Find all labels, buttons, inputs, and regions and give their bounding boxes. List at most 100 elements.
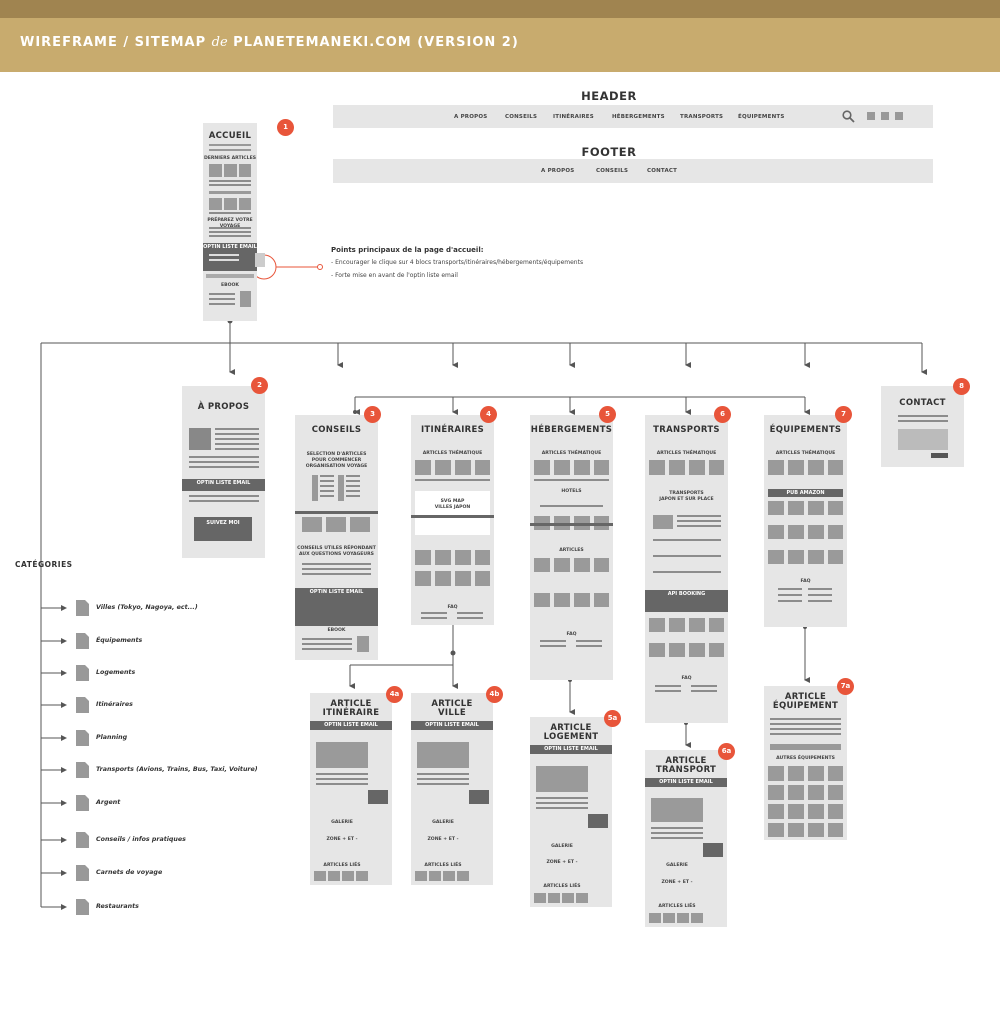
art-ville-zone: ZONE + ET - — [427, 837, 459, 842]
art-transport-optin-block: OPTIN LISTE EMAIL — [645, 778, 727, 787]
art-transport-galerie: GALERIE — [666, 863, 688, 868]
document-icon — [76, 600, 89, 616]
art-logement-galerie: GALERIE — [551, 844, 573, 849]
page-accueil-title: ACCUEIL — [208, 131, 252, 141]
apropos-optin-block: OPTIN LISTE EMAIL — [182, 479, 265, 491]
page-transports: TRANSPORTS ARTICLES THÉMATIQUE TRANSPORT… — [645, 415, 728, 723]
header-nav-transports[interactable]: TRANSPORTS — [680, 113, 724, 120]
art-ville-optin-label: OPTIN LISTE EMAIL — [425, 722, 479, 728]
art-equip-autres: AUTRES ÉQUIPEMENTS — [776, 756, 835, 761]
badge-6a: 6a — [718, 743, 735, 760]
homepage-note-2: - Forte mise en avant de l'optin liste e… — [331, 272, 458, 279]
header-nav-hebergements[interactable]: HÉBERGEMENTS — [612, 113, 665, 120]
page-article-transport: ARTICLE TRANSPORT OPTIN LISTE EMAIL GALE… — [645, 750, 727, 927]
homepage-note-1: - Encourager le clique sur 4 blocs trans… — [331, 259, 584, 266]
trans-tj1: TRANSPORTS — [669, 491, 704, 496]
art-equip-t2: ÉQUIPEMENT — [772, 701, 839, 711]
art-logement-optin-block: OPTIN LISTE EMAIL — [530, 745, 612, 754]
header-label: HEADER — [581, 89, 637, 103]
itin-svg2: VILLES JAPON — [434, 505, 471, 510]
page-apropos: À PROPOS OPTIN LISTE EMAIL SUIVEZ MOI — [182, 386, 265, 558]
suivez-moi-label: SUIVEZ MOI — [206, 520, 240, 526]
badge-3: 3 — [364, 406, 381, 423]
document-icon — [76, 865, 89, 881]
art-equip-t1: ARTICLE — [784, 692, 827, 702]
header-nav-conseils[interactable]: CONSEILS — [505, 113, 538, 120]
page-conseils: CONSEILS SELECTION D'ARTICLES POUR COMME… — [295, 415, 378, 660]
instagram-icon[interactable] — [895, 112, 903, 120]
document-icon — [76, 899, 89, 915]
conseils-optin-label: OPTIN LISTE EMAIL — [309, 589, 364, 595]
conseils-sel3: ORGANISATION VOYAGE — [305, 464, 368, 469]
art-ville-t2: VILLE — [438, 708, 466, 718]
document-icon — [76, 795, 89, 811]
category-planning: Planning — [96, 734, 128, 741]
category-conseils: Conseils / infos pratiques — [96, 836, 186, 843]
category-equipements: Équipements — [96, 637, 143, 644]
category-transports: Transports (Avions, Trains, Bus, Taxi, V… — [96, 766, 258, 773]
avatar-icon — [189, 428, 211, 450]
art-transport-t1: ARTICLE — [665, 756, 707, 766]
accueil-optin-block: OPTIN LISTE EMAIL — [203, 243, 257, 271]
category-argent: Argent — [96, 799, 121, 806]
category-carnets: Carnets de voyage — [96, 869, 163, 876]
footer-navbar: A PROPOS CONSEILS CONTACT — [333, 159, 933, 183]
heb-hotels: HOTELS — [561, 489, 582, 494]
equip-faq: FAQ — [800, 579, 811, 584]
badge-4b: 4b — [486, 686, 503, 703]
art-logement-t2: LOGEMENT — [543, 732, 599, 742]
accueil-preparez-label: PRÉPAREZ VOTRE VOYAGE — [207, 218, 253, 229]
footer-nav-contact[interactable]: CONTACT — [647, 168, 678, 174]
page-article-ville: ARTICLE VILLE OPTIN LISTE EMAIL GALERIE … — [411, 693, 493, 885]
document-icon — [76, 697, 89, 713]
equip-pub-block: PUB AMAZON — [768, 489, 843, 497]
art-itin-t1: ARTICLE — [330, 699, 372, 709]
header-nav-apropos[interactable]: A PROPOS — [454, 113, 488, 120]
page-contact: CONTACT — [881, 386, 964, 467]
twitter-icon[interactable] — [867, 112, 875, 120]
banner-title-c: PLANETEMANEKI.COM (VERSION 2) — [227, 35, 519, 50]
art-transport-optin-label: OPTIN LISTE EMAIL — [659, 779, 713, 785]
top-banner-strip — [0, 0, 1000, 18]
art-itin-t2: ITINÉRAIRE — [322, 708, 380, 718]
banner-title-de: de — [211, 35, 228, 50]
category-villes: Villes (Tokyo, Nagoya, ect...) — [96, 604, 198, 611]
page-article-itineraire: ARTICLE ITINÉRAIRE OPTIN LISTE EMAIL GAL… — [310, 693, 392, 885]
itin-faq: FAQ — [447, 605, 458, 610]
badge-5a: 5a — [604, 710, 621, 727]
conseils-cu2: AUX QUESTIONS VOYAGEURS — [298, 552, 374, 557]
page-transports-title: TRANSPORTS — [653, 425, 720, 435]
page-contact-title: CONTACT — [899, 398, 946, 408]
search-icon[interactable] — [842, 110, 855, 123]
page-hebergements: HÉBERGEMENTS ARTICLES THÉMATIQUE HOTELS … — [530, 415, 613, 680]
badge-7a: 7a — [837, 678, 854, 695]
art-ville-galerie: GALERIE — [432, 820, 454, 825]
art-itin-optin-label: OPTIN LISTE EMAIL — [324, 722, 378, 728]
conseils-optin-block: OPTIN LISTE EMAIL — [295, 588, 378, 626]
homepage-notes-title: Points principaux de la page d'accueil: — [331, 246, 484, 254]
art-transport-lies: ARTICLES LIÉS — [658, 904, 696, 909]
document-icon — [76, 665, 89, 681]
conseils-sel1: SELECTION D'ARTICLES — [306, 452, 367, 457]
header-nav-equipements[interactable]: ÉQUIPEMENTS — [738, 113, 785, 120]
badge-8: 8 — [953, 378, 970, 395]
heb-thematique: ARTICLES THÉMATIQUE — [541, 451, 602, 456]
art-itin-galerie: GALERIE — [331, 820, 353, 825]
trans-faq: FAQ — [681, 676, 692, 681]
conseils-ebook-label: EBOOK — [327, 628, 346, 633]
badge-1: 1 — [277, 119, 294, 136]
accueil-ebook-label: EBOOK — [220, 283, 239, 288]
footer-nav-apropos[interactable]: A PROPOS — [541, 168, 575, 174]
header-nav-itineraires[interactable]: ITINÉRAIRES — [553, 113, 594, 120]
badge-4: 4 — [480, 406, 497, 423]
accueil-optin-label: OPTIN LISTE EMAIL — [203, 244, 257, 250]
equip-thematique: ARTICLES THÉMATIQUE — [775, 451, 836, 456]
art-ville-optin-block: OPTIN LISTE EMAIL — [411, 721, 493, 730]
page-article-equipement: ARTICLE ÉQUIPEMENT AUTRES ÉQUIPEMENTS — [764, 686, 847, 840]
trans-tj2: JAPON ET SUR PLACE — [659, 497, 714, 502]
facebook-icon[interactable] — [881, 112, 889, 120]
badge-5: 5 — [599, 406, 616, 423]
trans-api-label: API BOOKING — [667, 591, 706, 597]
footer-nav-conseils[interactable]: CONSEILS — [596, 168, 629, 174]
art-itin-zone: ZONE + ET - — [326, 837, 358, 842]
